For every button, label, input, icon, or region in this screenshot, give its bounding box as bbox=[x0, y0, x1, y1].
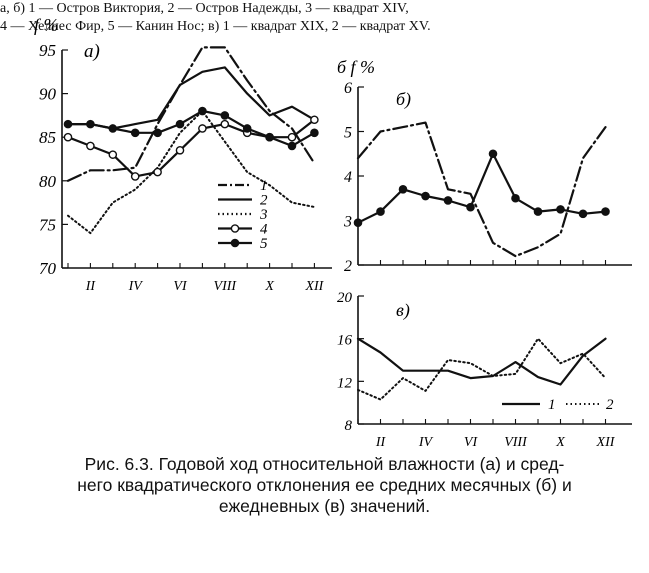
y-tick-label: 80 bbox=[39, 172, 57, 191]
caption-line-1: Рис. 6.3. Годовой ход относительной влаж… bbox=[84, 454, 565, 474]
series-5-marker bbox=[556, 205, 565, 214]
legend-label-2: 2 bbox=[260, 193, 268, 209]
panel-a-ylabel: f % bbox=[34, 15, 59, 35]
series-1-line bbox=[356, 121, 607, 258]
legend-label-3: 3 bbox=[259, 207, 268, 223]
legend-marker-4 bbox=[230, 224, 240, 233]
panel-b-label: б) bbox=[396, 89, 411, 110]
caption-line-3: ежедневных (в) значений. bbox=[218, 496, 431, 516]
y-tick-label: 75 bbox=[39, 215, 56, 234]
series-5-marker bbox=[398, 185, 408, 194]
legend-label-1: 1 bbox=[260, 178, 268, 194]
series-2-line bbox=[66, 66, 316, 130]
x-tick-label: II bbox=[85, 279, 97, 294]
x-tick-label: VI bbox=[464, 435, 479, 450]
y-tick-label: 6 bbox=[344, 80, 352, 97]
series-5-marker bbox=[198, 106, 207, 116]
y-tick-label: 8 bbox=[345, 418, 353, 434]
x-tick-label: VIII bbox=[504, 435, 528, 450]
series-5-marker bbox=[578, 209, 588, 219]
y-tick-label: 70 bbox=[39, 259, 57, 278]
y-tick-label: 90 bbox=[39, 85, 57, 104]
series-5-marker bbox=[287, 141, 297, 151]
y-tick-label: 2 bbox=[344, 258, 352, 275]
series-5-marker bbox=[242, 124, 252, 133]
y-tick-label: 20 bbox=[337, 290, 353, 306]
series-5-marker bbox=[376, 207, 385, 216]
series-5-marker bbox=[421, 191, 430, 201]
series-5-marker bbox=[443, 196, 453, 205]
series-4-marker bbox=[63, 132, 73, 142]
x-tick-label: X bbox=[555, 435, 565, 450]
series-5-marker bbox=[310, 128, 319, 138]
caption-line-2: него квадратического отклонения ее средн… bbox=[77, 475, 572, 495]
x-tick-label: XII bbox=[596, 435, 616, 450]
panel-c-label: в) bbox=[396, 300, 410, 321]
x-tick-label: VI bbox=[173, 279, 188, 294]
panel-b-chart: 2 3 4 5 6 б) б f % bbox=[337, 57, 632, 275]
series-5-marker bbox=[533, 207, 543, 216]
series-5-marker bbox=[466, 202, 475, 212]
legend-label-4: 4 bbox=[260, 222, 268, 238]
series-5-marker bbox=[353, 218, 363, 228]
panel-a-label: а) bbox=[84, 41, 100, 62]
series-5-marker bbox=[86, 119, 95, 129]
series-4-marker bbox=[287, 132, 297, 142]
y-tick-label: 12 bbox=[337, 375, 353, 391]
legend-label-2: 2 bbox=[606, 397, 614, 413]
series-5-marker bbox=[265, 132, 274, 142]
series-5-marker bbox=[108, 124, 118, 133]
y-tick-label: 85 bbox=[39, 128, 56, 147]
figure-legend-note: а, б) 1 — Остров Виктория, 2 — Остров На… bbox=[0, 0, 620, 36]
series-5-marker bbox=[130, 128, 140, 138]
series-1-line bbox=[356, 337, 607, 386]
x-tick-label: X bbox=[264, 279, 274, 294]
series-5-line bbox=[356, 152, 607, 224]
series-5-marker bbox=[601, 207, 610, 216]
legend-marker-5 bbox=[230, 238, 240, 248]
series-5-marker bbox=[511, 193, 520, 203]
series-4-marker bbox=[220, 119, 230, 129]
series-4-marker bbox=[130, 172, 140, 181]
series-5-marker bbox=[220, 111, 230, 120]
y-tick-label: 5 bbox=[344, 125, 352, 142]
x-tick-label: IV bbox=[128, 279, 144, 294]
series-5-marker bbox=[153, 128, 162, 138]
legend-note-line-2: 4 — Хелнес Фир, 5 — Канин Нос; в) 1 — кв… bbox=[0, 19, 431, 34]
series-5-marker bbox=[63, 119, 73, 129]
x-tick-label: II bbox=[375, 435, 387, 450]
series-4-marker bbox=[153, 167, 162, 177]
x-tick-label: IV bbox=[418, 435, 434, 450]
series-4-line bbox=[66, 118, 316, 178]
x-tick-label: XII bbox=[304, 279, 324, 294]
series-2-line bbox=[357, 337, 607, 401]
series-1-line bbox=[66, 46, 316, 182]
legend-note-line-1: а, б) 1 — Остров Виктория, 2 — Остров На… bbox=[0, 1, 409, 16]
series-4-marker bbox=[86, 141, 95, 151]
legend-label-1: 1 bbox=[548, 397, 556, 413]
y-tick-label: 16 bbox=[337, 333, 353, 349]
series-3-line bbox=[67, 110, 316, 235]
y-tick-label: 4 bbox=[344, 169, 352, 186]
y-tick-label: 3 bbox=[343, 214, 352, 231]
series-4-marker bbox=[198, 124, 207, 133]
series-5-marker bbox=[175, 119, 185, 129]
legend-label-5: 5 bbox=[260, 236, 268, 252]
series-4-marker bbox=[310, 115, 319, 125]
figure-caption: Рис. 6.3. Годовой ход относительной влаж… bbox=[0, 454, 649, 517]
panel-b-ylabel: б f % bbox=[337, 57, 375, 77]
x-tick-label: VIII bbox=[214, 279, 238, 294]
y-tick-label: 95 bbox=[39, 41, 56, 60]
series-4-marker bbox=[108, 150, 118, 159]
series-4-marker bbox=[175, 145, 185, 155]
series-5-marker bbox=[488, 149, 498, 159]
